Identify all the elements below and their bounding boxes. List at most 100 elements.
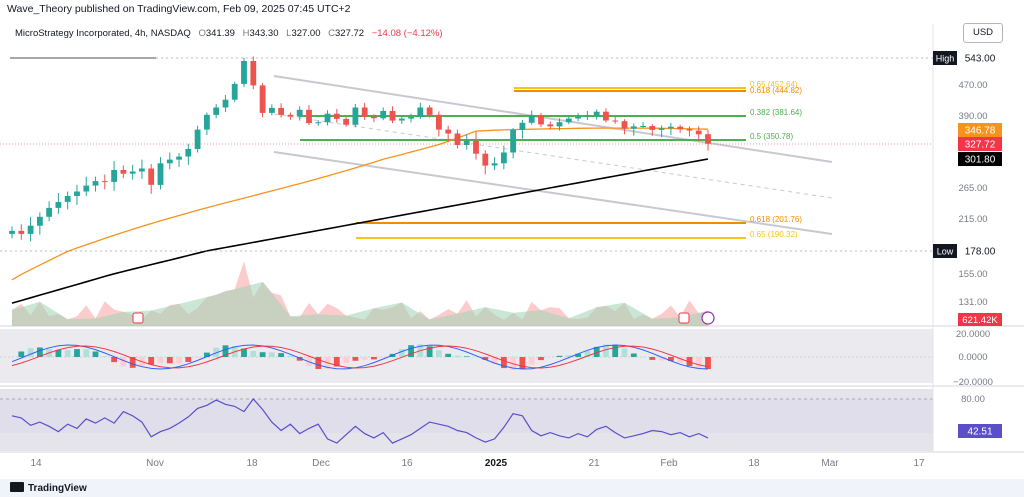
rsi-pane-bg	[0, 389, 933, 451]
symbol-legend: MicroStrategy Incorporated, 4h, NASDAQ O…	[15, 28, 443, 39]
time-tick-label: 21	[588, 458, 600, 469]
candle-body	[677, 126, 684, 130]
macd-hist-bar	[27, 348, 34, 357]
volume-area-shape-up	[12, 281, 708, 326]
candle-body	[501, 152, 507, 164]
time-tick-label: 18	[246, 458, 258, 469]
candle-body	[46, 207, 52, 217]
macd-hist-bar	[296, 357, 303, 361]
price-value-text: 301.80	[965, 155, 996, 166]
price-tag-bg	[933, 244, 957, 258]
candle-body	[157, 163, 164, 185]
candle-body	[380, 111, 387, 119]
macd-hist-bar	[259, 352, 266, 357]
candle-body	[584, 115, 591, 117]
macd-hist-bar	[603, 344, 609, 357]
footer-bar	[0, 479, 1024, 497]
low-label: L	[286, 28, 292, 39]
macd-hist-bar	[501, 357, 507, 369]
moving-averages	[11, 127, 709, 304]
candle-body	[352, 107, 359, 125]
macd-tick-label: 20.0000	[956, 329, 990, 340]
change-value: −14.08 (−4.12%)	[371, 28, 443, 39]
candle-body	[705, 134, 711, 144]
time-tick-label: Feb	[660, 458, 678, 469]
candle-body	[92, 181, 99, 186]
macd-hist-bar	[101, 356, 108, 357]
macd-hist-bar	[677, 357, 684, 363]
candle-body	[565, 118, 572, 123]
candle-body	[603, 111, 609, 121]
candle-body	[454, 133, 461, 145]
candle-body	[510, 129, 516, 153]
macd-hist-bar	[668, 357, 674, 361]
macd-hist-bar	[398, 349, 405, 357]
fib-label: 0.618 (444.82)	[750, 86, 802, 95]
candle-body	[231, 83, 238, 100]
macd-hist-bar	[584, 350, 591, 357]
tradingview-brand[interactable]: TradingView	[10, 482, 87, 494]
rsi-tick-label: 80.00	[961, 394, 985, 405]
macd-hist-bar	[436, 350, 442, 357]
macd-hist-bar	[222, 345, 229, 357]
candle-body	[176, 156, 182, 160]
signal-line	[11, 345, 709, 369]
candle-body	[259, 85, 266, 113]
candle-body	[204, 114, 210, 130]
macd-hist-bar	[695, 357, 702, 369]
candle-body	[287, 114, 294, 117]
open-value: 341.39	[205, 28, 235, 39]
macd-hist-bar	[649, 357, 656, 360]
candle-body	[315, 122, 322, 124]
price-tick-label: 131.00	[958, 297, 987, 308]
price-value-text: 543.00	[965, 54, 996, 65]
rsi-value-bg	[958, 424, 1002, 438]
time-tick-label: 2025	[485, 458, 508, 469]
macd-hist-bar	[640, 357, 646, 358]
candle-body	[139, 168, 145, 172]
candle-body	[120, 170, 127, 174]
macd-hist-bar	[37, 347, 43, 357]
macd-hist-bar	[408, 345, 414, 357]
time-tick-label: 17	[913, 458, 925, 469]
price-value-bg	[958, 123, 1002, 137]
macd-hist-bar	[204, 352, 210, 357]
candle-body	[630, 126, 637, 129]
candle-body	[333, 113, 340, 119]
candle-body	[278, 107, 284, 115]
time-axis[interactable]: 14 Nov 18 Dec 16 2025 21 Feb 18 Mar 17	[30, 458, 925, 469]
price-value-text: 327.72	[965, 140, 996, 151]
candle-body	[445, 129, 452, 134]
candle-body	[129, 171, 136, 174]
macd-hist-bar	[55, 349, 62, 357]
candle-body	[185, 149, 192, 157]
candle-body	[658, 128, 665, 130]
macd-hist-bar	[129, 357, 136, 368]
price-tick-label: 215.00	[958, 214, 987, 225]
fib-label: 0.65 (190.32)	[750, 230, 798, 239]
candle-body	[473, 140, 479, 154]
candle-body	[55, 202, 62, 208]
macd-hist-bar	[519, 357, 526, 369]
macd-hist-bar	[463, 356, 470, 357]
macd-hist-bar	[166, 357, 173, 364]
macd-hist-bar	[278, 353, 284, 357]
price-value-bg	[958, 137, 1002, 151]
price-axis[interactable]: 470.00390.00330.00265.00215.00155.00131.…	[0, 51, 1002, 438]
publisher-line: Wave_Theory published on TradingView.com…	[7, 3, 351, 15]
macd-hist-bar	[556, 355, 563, 357]
candle-body	[640, 126, 646, 127]
symbol-name: MicroStrategy Incorporated, 4h, NASDAQ	[15, 28, 191, 39]
volume-area	[12, 261, 708, 326]
candle-body	[408, 117, 414, 119]
chart-frame[interactable]: 0.65 (452.64)0.618 (444.82) 0.382 (381.64…	[0, 16, 1024, 479]
time-tick-label: 14	[30, 458, 42, 469]
currency-button[interactable]: USD	[963, 23, 1003, 43]
event-markers	[132, 311, 715, 325]
macd-hist-bar	[482, 357, 489, 360]
price-tag-bg	[933, 51, 957, 65]
macd-hist-bar	[491, 357, 498, 365]
time-tick-label: 18	[748, 458, 760, 469]
macd-hist-bar	[176, 357, 182, 364]
high-label: H	[242, 28, 250, 39]
